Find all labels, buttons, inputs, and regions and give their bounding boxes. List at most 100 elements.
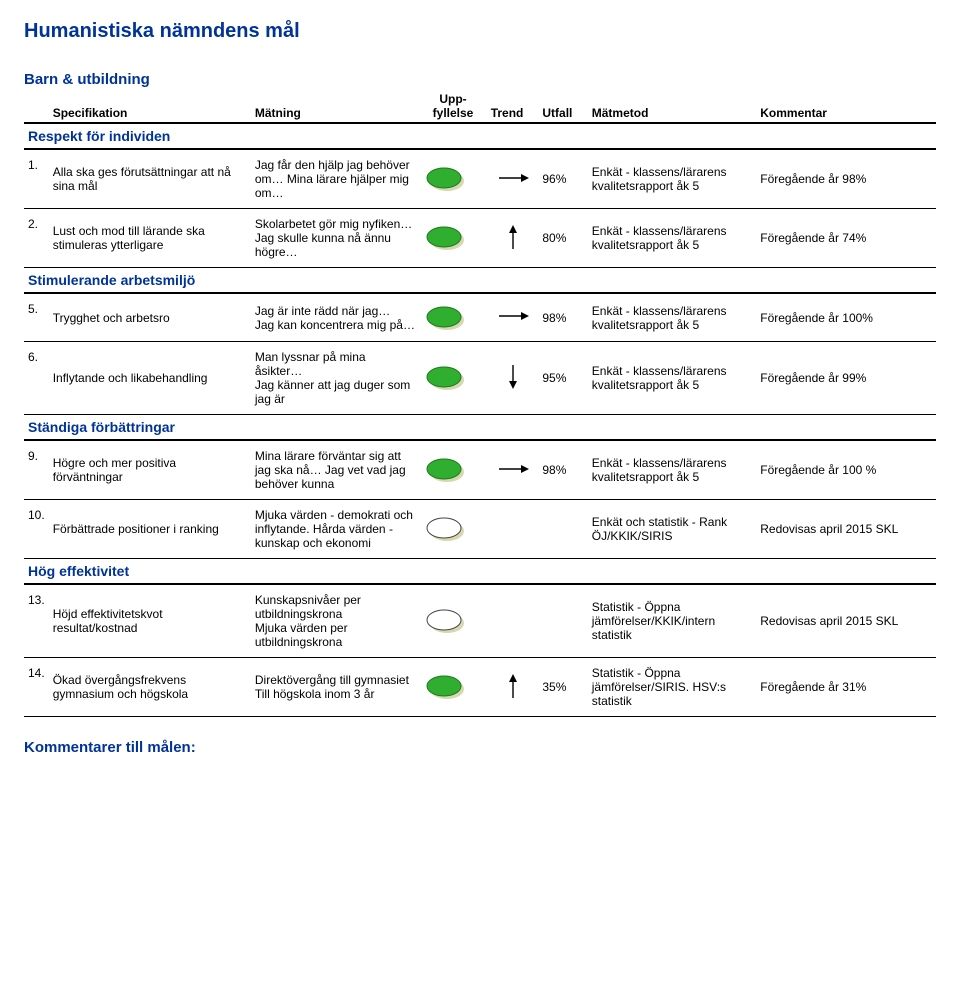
row-utfall: 98%: [538, 293, 587, 342]
table-row: 2. Lust och mod till lärande ska stimule…: [24, 209, 936, 268]
row-kommentar: Föregående år 98%: [756, 149, 936, 209]
row-bubble: [419, 293, 486, 342]
table-row: 6. Inflytande och likabehandling Man lys…: [24, 342, 936, 415]
row-spec: Lust och mod till lärande ska stimuleras…: [49, 209, 251, 268]
row-matmetod: Enkät - klassens/lärarens kvalitetsrappo…: [588, 149, 756, 209]
table-row: 14. Ökad övergångsfrekvens gymnasium och…: [24, 658, 936, 717]
row-matmetod: Enkät - klassens/lärarens kvalitetsrappo…: [588, 342, 756, 415]
row-bubble: [419, 440, 486, 500]
subgroup-heading: Hög effektivitet: [24, 559, 936, 585]
row-matning: Kunskapsnivåer per utbildningskronaMjuka…: [251, 584, 419, 658]
row-spec: Höjd effektivitetskvot resultat/kostnad: [49, 584, 251, 658]
subgroup-heading: Ständiga förbättringar: [24, 415, 936, 441]
status-bubble-icon: [423, 515, 482, 543]
row-trend: [487, 209, 539, 268]
table-row: 10. Förbättrade positioner i ranking Mju…: [24, 500, 936, 559]
row-matmetod: Enkät - klassens/lärarens kvalitetsrappo…: [588, 440, 756, 500]
row-utfall: [538, 584, 587, 658]
row-kommentar: Föregående år 99%: [756, 342, 936, 415]
row-index: 10.: [24, 500, 49, 559]
row-trend: [487, 342, 539, 415]
col-trend: Trend: [487, 90, 539, 123]
group-heading: Barn & utbildning: [24, 71, 936, 88]
row-index: 2.: [24, 209, 49, 268]
subgroup-heading: Respekt för individen: [24, 123, 936, 149]
row-spec: Förbättrade positioner i ranking: [49, 500, 251, 559]
col-matning: Mätning: [251, 90, 419, 123]
row-matning: Direktövergång till gymnasietTill högsko…: [251, 658, 419, 717]
row-kommentar: Föregående år 100 %: [756, 440, 936, 500]
table-row: 5. Trygghet och arbetsro Jag är inte räd…: [24, 293, 936, 342]
row-matmetod: Statistik - Öppna jämförelser/SIRIS. HSV…: [588, 658, 756, 717]
row-utfall: 95%: [538, 342, 587, 415]
trend-arrow-icon: [495, 380, 531, 394]
status-bubble-icon: [423, 304, 482, 332]
row-matmetod: Enkät - klassens/lärarens kvalitetsrappo…: [588, 209, 756, 268]
trend-arrow-icon: [495, 240, 531, 254]
status-bubble-icon: [423, 364, 482, 392]
col-matmetod: Mätmetod: [588, 90, 756, 123]
footer-heading: Kommentarer till målen:: [24, 739, 936, 756]
trend-arrow-icon: [495, 181, 531, 195]
row-matning: Jag är inte rädd när jag…Jag kan koncent…: [251, 293, 419, 342]
row-index: 1.: [24, 149, 49, 209]
row-bubble: [419, 658, 486, 717]
row-kommentar: Redovisas april 2015 SKL: [756, 500, 936, 559]
row-index: 6.: [24, 342, 49, 415]
row-utfall: 80%: [538, 209, 587, 268]
col-utfall: Utfall: [538, 90, 587, 123]
row-spec: Högre och mer positiva förväntningar: [49, 440, 251, 500]
row-spec: Trygghet och arbetsro: [49, 293, 251, 342]
table-row: 13. Höjd effektivitetskvot resultat/kost…: [24, 584, 936, 658]
row-matmetod: Enkät och statistik - Rank ÖJ/KKIK/SIRIS: [588, 500, 756, 559]
row-matmetod: Enkät - klassens/lärarens kvalitetsrappo…: [588, 293, 756, 342]
row-trend: [487, 293, 539, 342]
row-spec: Alla ska ges förutsättningar att nå sina…: [49, 149, 251, 209]
row-kommentar: Redovisas april 2015 SKL: [756, 584, 936, 658]
row-kommentar: Föregående år 74%: [756, 209, 936, 268]
row-kommentar: Föregående år 100%: [756, 293, 936, 342]
row-utfall: 35%: [538, 658, 587, 717]
row-trend: [487, 440, 539, 500]
subgroup-heading: Stimulerande arbetsmiljö: [24, 268, 936, 294]
row-matning: Jag får den hjälp jag behöver om… Mina l…: [251, 149, 419, 209]
col-kommentar: Kommentar: [756, 90, 936, 123]
row-utfall: [538, 500, 587, 559]
row-matning: Mjuka värden - demokrati och inflytande.…: [251, 500, 419, 559]
row-bubble: [419, 584, 486, 658]
row-utfall: 96%: [538, 149, 587, 209]
row-trend: [487, 149, 539, 209]
row-trend: [487, 658, 539, 717]
row-matning: Man lyssnar på mina åsikter…Jag känner a…: [251, 342, 419, 415]
row-bubble: [419, 342, 486, 415]
status-bubble-icon: [423, 673, 482, 701]
col-uppfyllelse: Upp-fyllelse: [419, 90, 486, 123]
row-bubble: [419, 209, 486, 268]
row-bubble: [419, 149, 486, 209]
row-trend: [487, 584, 539, 658]
table-row: 1. Alla ska ges förutsättningar att nå s…: [24, 149, 936, 209]
row-kommentar: Föregående år 31%: [756, 658, 936, 717]
table-row: 9. Högre och mer positiva förväntningar …: [24, 440, 936, 500]
trend-arrow-icon: [495, 319, 531, 333]
row-bubble: [419, 500, 486, 559]
status-bubble-icon: [423, 224, 482, 252]
row-matmetod: Statistik - Öppna jämförelser/KKIK/inter…: [588, 584, 756, 658]
row-index: 14.: [24, 658, 49, 717]
status-bubble-icon: [423, 165, 482, 193]
row-index: 13.: [24, 584, 49, 658]
col-specifikation: Specifikation: [49, 90, 251, 123]
row-index: 9.: [24, 440, 49, 500]
row-trend: [487, 500, 539, 559]
row-matning: Skolarbetet gör mig nyfiken…Jag skulle k…: [251, 209, 419, 268]
row-matning: Mina lärare förväntar sig att jag ska nå…: [251, 440, 419, 500]
row-spec: Inflytande och likabehandling: [49, 342, 251, 415]
page-title: Humanistiska nämndens mål: [24, 20, 936, 43]
trend-arrow-icon: [495, 472, 531, 486]
row-utfall: 98%: [538, 440, 587, 500]
row-spec: Ökad övergångsfrekvens gymnasium och hög…: [49, 658, 251, 717]
trend-arrow-icon: [495, 689, 531, 703]
row-index: 5.: [24, 293, 49, 342]
goals-table: Specifikation Mätning Upp-fyllelse Trend…: [24, 90, 936, 717]
status-bubble-icon: [423, 456, 482, 484]
